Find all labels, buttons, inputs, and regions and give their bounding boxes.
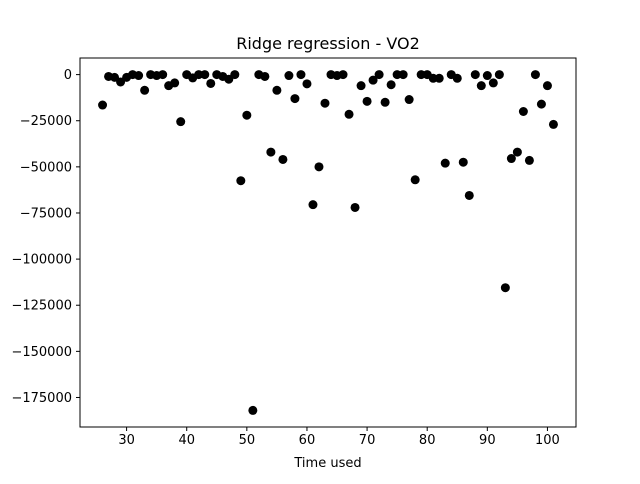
x-tick-label: 50 (239, 433, 256, 448)
data-point (200, 70, 210, 80)
data-point (230, 70, 240, 80)
data-point (470, 70, 480, 80)
data-point (500, 283, 510, 293)
data-point (476, 81, 486, 91)
data-point (302, 79, 312, 89)
data-point (452, 73, 462, 83)
data-point (350, 202, 360, 212)
x-axis-label: Time used (293, 456, 361, 471)
data-point (236, 176, 246, 186)
data-point (440, 158, 450, 168)
data-point (518, 107, 528, 116)
data-point (266, 147, 276, 157)
plot-area-frame (79, 57, 577, 428)
data-point (368, 75, 378, 85)
data-point (464, 190, 474, 200)
data-point (290, 94, 300, 104)
data-point (170, 78, 180, 88)
data-point (314, 162, 324, 172)
y-tick-label: −175000 (11, 391, 72, 406)
x-axis-ticks: 30 40 50 60 70 80 90 100 (118, 427, 560, 448)
data-point (530, 70, 540, 80)
data-point (506, 154, 516, 164)
data-point (362, 96, 372, 106)
chart-title: Ridge regression - VO2 (236, 34, 420, 53)
x-tick-label: 100 (535, 433, 560, 448)
data-point (524, 155, 534, 165)
data-point (338, 70, 348, 80)
data-point (176, 117, 186, 127)
data-point (356, 81, 366, 91)
x-tick-label: 70 (359, 433, 376, 448)
data-point (158, 70, 168, 80)
y-tick-label: −125000 (11, 299, 72, 314)
y-tick-label: −100000 (11, 253, 72, 268)
data-point (542, 81, 552, 91)
data-point (98, 100, 108, 110)
data-point (488, 78, 498, 88)
data-point (404, 95, 414, 105)
x-tick-label: 30 (118, 433, 135, 448)
y-tick-label: −75000 (20, 206, 72, 221)
data-point (242, 110, 252, 120)
x-tick-label: 40 (178, 433, 195, 448)
data-point (308, 200, 318, 210)
y-tick-label: −50000 (20, 160, 72, 175)
data-point (284, 71, 294, 81)
data-point (458, 157, 468, 167)
x-tick-label: 80 (419, 433, 436, 448)
data-point (410, 175, 420, 185)
data-points (98, 70, 558, 415)
data-point (248, 405, 258, 415)
x-tick-label: 60 (299, 433, 316, 448)
data-point (134, 71, 144, 81)
data-point (548, 119, 558, 129)
data-point (482, 71, 492, 81)
data-point (434, 73, 444, 83)
data-point (536, 99, 546, 109)
data-point (272, 85, 282, 95)
data-point (398, 70, 408, 80)
data-point (494, 70, 504, 80)
x-tick-label: 90 (479, 433, 496, 448)
y-tick-label: 0 (64, 68, 72, 83)
data-point (320, 98, 330, 108)
data-point (140, 85, 150, 95)
data-point (206, 78, 216, 88)
y-axis-ticks: 0 −25000 −50000 −75000 −100000 −125000 −150000… (11, 68, 80, 406)
data-point (296, 70, 306, 80)
data-point (386, 80, 396, 90)
y-tick-label: −150000 (11, 345, 72, 360)
data-point (278, 154, 288, 164)
y-tick-label: −25000 (20, 114, 72, 129)
data-point (260, 71, 270, 81)
data-point (374, 70, 384, 80)
data-point (344, 109, 354, 119)
data-point (512, 147, 522, 157)
data-point (380, 97, 390, 107)
